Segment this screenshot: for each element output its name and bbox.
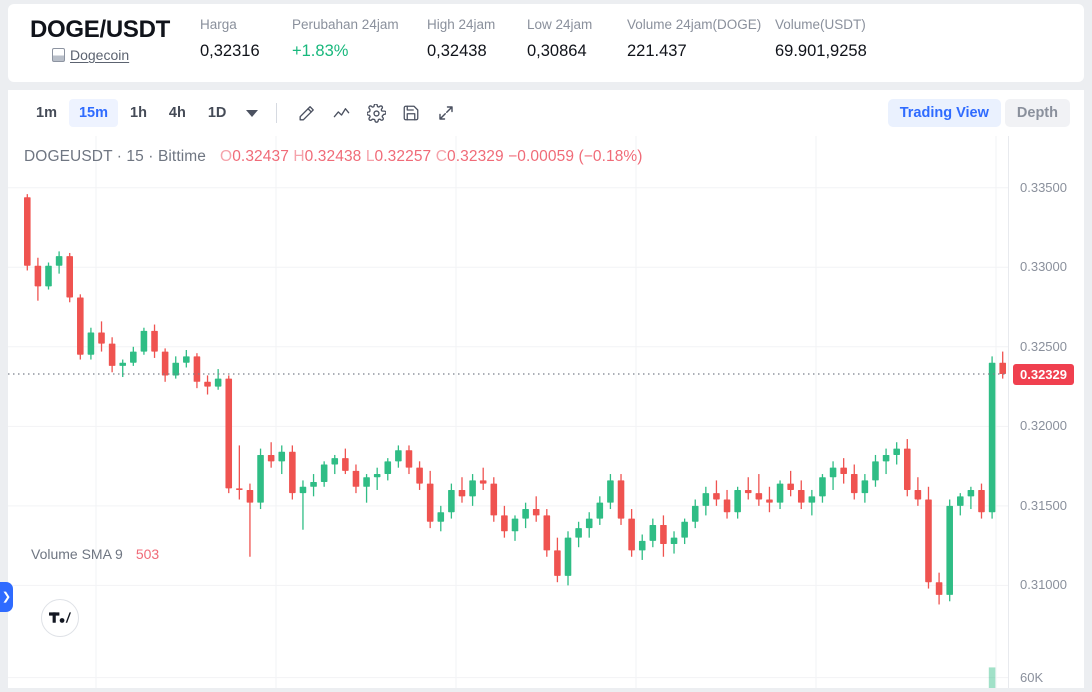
chart-panel[interactable]: DOGEUSDT · 15 · Bittime O0.32437 H0.3243… [8, 136, 1084, 688]
volume-indicator-name: Volume SMA 9 [31, 546, 123, 562]
chart-legend: DOGEUSDT · 15 · Bittime O0.32437 H0.3243… [24, 148, 643, 166]
ticker-stat-value: 0,32438 [427, 42, 487, 60]
ticker-stats: Harga 0,32316 Perubahan 24jam +1.83% High 24… [200, 16, 925, 63]
tradingview-logo[interactable] [41, 599, 79, 637]
ticker-stat-value: 0,30864 [527, 42, 587, 60]
ticker-stat: Volume(USDT) 69.901,9258 [775, 16, 925, 63]
timeframe-15m[interactable]: 15m [68, 99, 118, 127]
price-axis-tick: 0.33500 [1020, 179, 1067, 195]
coin-name-link[interactable]: Dogecoin [70, 47, 130, 63]
gear-icon[interactable] [361, 99, 391, 127]
chart-symbol-label: DOGEUSDT · 15 · Bittime [24, 148, 207, 165]
price-axis-tick: 0.32000 [1020, 418, 1067, 434]
view-tab-group: Trading View Depth [887, 99, 1070, 127]
timeframe-1m[interactable]: 1m [36, 105, 57, 121]
price-axis[interactable]: 0.33500 0.33000 0.32500 0.32000 0.31500 0.310… [1008, 136, 1084, 649]
ticker-stat: Perubahan 24jam +1.83% [292, 16, 427, 63]
ticker-stat-label: Perubahan 24jam [292, 17, 399, 32]
ticker-stat-label: Low 24jam [527, 17, 593, 32]
line-chart-icon[interactable] [326, 99, 356, 127]
volume-axis[interactable]: 20K40K60K503 [1008, 649, 1084, 688]
ohlc-change-value: −0.00059 (−0.18%) [508, 148, 643, 165]
draw-pencil-icon[interactable] [291, 99, 321, 127]
save-icon[interactable] [396, 99, 426, 127]
volume-indicator-value: 503 [135, 546, 160, 562]
price-axis-tick: 0.31000 [1020, 577, 1067, 593]
sidebar-expand-handle[interactable]: ❯ [0, 582, 13, 612]
ohlc-h-value: 0.32438 [304, 148, 362, 165]
view-tab-depth[interactable]: Depth [1004, 99, 1070, 127]
chevron-right-icon: ❯ [1, 590, 12, 603]
fullscreen-icon[interactable] [431, 99, 461, 127]
ticker-stat: Harga 0,32316 [200, 16, 292, 63]
ticker-stat-value: 0,32316 [200, 42, 260, 60]
ticker-stat: Low 24jam 0,30864 [527, 16, 627, 63]
ohlc-l-value: 0.32257 [374, 148, 432, 165]
ticker-stat-value: 221.437 [627, 42, 687, 60]
ticker-stat: High 24jam 0,32438 [427, 16, 527, 63]
price-axis-tick: 0.31500 [1020, 497, 1067, 513]
pair-block: DOGE/USDT Dogecoin [30, 16, 200, 63]
ohlc-h-label: H [293, 148, 305, 165]
ticker-stat-label: Harga [200, 17, 237, 32]
chart-toolbar: 1m 15m 1h 4h 1D [8, 90, 1084, 136]
timeframe-1h[interactable]: 1h [130, 105, 147, 121]
plot-area[interactable] [8, 136, 1084, 688]
ticker-stat: Volume 24jam(DOGE) 221.437 [627, 16, 775, 63]
ticker-stat-label: Volume 24jam(DOGE) [627, 17, 762, 32]
page-title: DOGE/USDT [30, 16, 170, 43]
timeframe-group: 1m 15m 1h 4h 1D [26, 99, 236, 127]
chart-ohlc-label: O0.32437 H0.32438 L0.32257 C0.32329 −0.0… [220, 148, 643, 166]
ticker-stat-label: Volume(USDT) [775, 17, 866, 32]
chevron-down-icon[interactable] [246, 109, 259, 117]
volume-indicator-legend: Volume SMA 9 503 [31, 546, 159, 562]
candlestick-svg[interactable] [8, 136, 1008, 688]
ohlc-c-label: C [435, 148, 447, 165]
ticker-stat-value: +1.83% [292, 42, 349, 60]
timeframe-1D[interactable]: 1D [207, 105, 227, 121]
toolbar-divider [276, 103, 278, 123]
price-axis-tick: 0.32500 [1020, 338, 1067, 354]
ticker-header: DOGE/USDT Dogecoin Harga 0,32316 Perubahan… [8, 4, 1084, 82]
ticker-stat-value: 69.901,9258 [775, 42, 867, 60]
ohlc-o-value: 0.32437 [232, 148, 289, 165]
price-axis-tick: 0.33000 [1020, 259, 1067, 275]
view-tab-trading-view[interactable]: Trading View [887, 99, 1001, 127]
ohlc-l-label: L [365, 148, 375, 165]
ohlc-c-value: 0.32329 [447, 148, 504, 165]
ohlc-o-label: O [220, 148, 233, 165]
timeframe-4h[interactable]: 4h [168, 105, 186, 121]
current-price-tag: 0.32329 [1013, 364, 1074, 385]
ticker-stat-label: High 24jam [427, 17, 496, 32]
volume-axis-tick: 60K [1020, 669, 1044, 685]
document-icon [52, 48, 65, 62]
coin-link-row[interactable]: Dogecoin [30, 47, 200, 63]
